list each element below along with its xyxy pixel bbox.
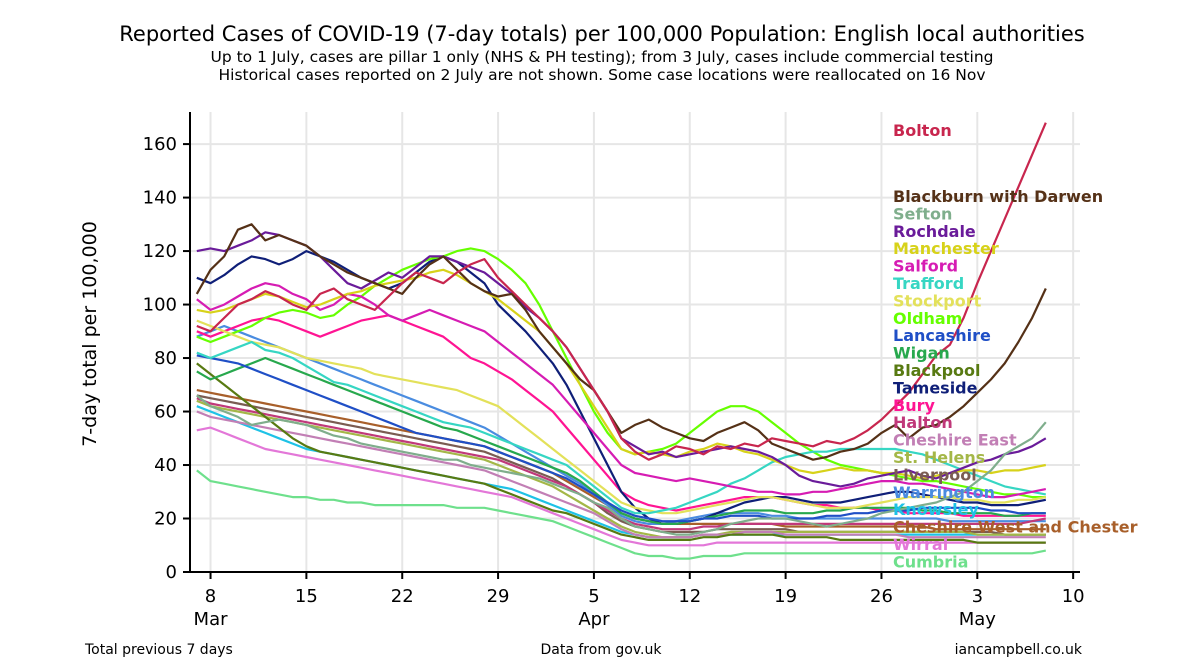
chart-subtitle-2: Historical cases reported on 2 July are … — [218, 66, 985, 84]
x-tick-label: 15 — [295, 586, 318, 607]
x-tick-label: 26 — [870, 586, 893, 607]
legend-entry-lancashire: Lancashire — [893, 326, 991, 345]
legend-entry-liverpool: Liverpool — [893, 465, 977, 484]
footer: Total previous 7 days Data from gov.uk i… — [84, 642, 1083, 658]
legend-entry-oldham: Oldham — [893, 309, 962, 328]
series-line-cheshire-east — [196, 410, 1046, 539]
series-line-trafford — [196, 340, 1047, 515]
series-line-wirral — [196, 426, 1046, 547]
legend-entry-blackpool: Blackpool — [893, 361, 981, 380]
y-ticks: 0 20 40 60 80 100 120 140 160 — [143, 134, 190, 583]
y-tick-label: 160 — [143, 134, 177, 155]
legend-entry-tameside: Tameside — [893, 378, 978, 397]
series-line-manchester — [196, 268, 1047, 480]
legend-entry-manchester: Manchester — [893, 239, 999, 258]
series-line-salford — [196, 282, 1047, 499]
y-tick-label: 140 — [143, 188, 177, 209]
y-axis-label: 7-day total per 100,000 — [79, 221, 101, 447]
series-line-bolton — [196, 122, 1047, 461]
y-tick-label: 60 — [154, 402, 177, 423]
chart-subtitle-1: Up to 1 July, cases are pillar 1 only (N… — [210, 48, 993, 66]
y-tick-label: 40 — [154, 455, 177, 476]
legend-entry-blackburn-with-darwen: Blackburn with Darwen — [893, 187, 1103, 206]
y-tick-label: 0 — [166, 562, 177, 583]
series-line-warrington — [196, 324, 1046, 526]
legend-entry-cumbria: Cumbria — [893, 552, 968, 571]
x-month-label: Apr — [578, 609, 610, 630]
legend-entry-wigan: Wigan — [893, 344, 950, 363]
x-month-label: Mar — [194, 609, 229, 630]
y-tick-label: 100 — [143, 295, 177, 316]
legend-entry-salford: Salford — [893, 257, 958, 276]
legend-entry-halton: Halton — [893, 413, 953, 432]
legend-entry-cheshire-west-and-chester: Cheshire West and Chester — [893, 518, 1138, 537]
legend-entry-warrington: Warrington — [893, 483, 995, 502]
series-line-blackburn-with-darwen — [195, 223, 1047, 461]
y-tick-label: 80 — [154, 348, 177, 369]
footer-center: Data from gov.uk — [541, 642, 663, 658]
x-tick-label: 19 — [774, 586, 797, 607]
legend: Bolton Blackburn with DarwenSeftonRochdal… — [893, 121, 1138, 571]
legend-entry-bury: Bury — [893, 396, 935, 415]
footer-left: Total previous 7 days — [84, 642, 233, 658]
footer-right: iancampbell.co.uk — [955, 642, 1083, 658]
x-tick-label: 3 — [972, 586, 983, 607]
x-tick-label: 5 — [588, 586, 599, 607]
legend-entry-rochdale: Rochdale — [893, 222, 976, 241]
chart-title: Reported Cases of COVID-19 (7-day totals… — [119, 22, 1085, 46]
x-tick-label: 10 — [1062, 586, 1085, 607]
series-line-sefton — [196, 394, 1047, 536]
x-tick-label: 29 — [487, 586, 510, 607]
series-line-stockport — [196, 319, 1047, 515]
legend-entry-bolton: Bolton — [893, 121, 952, 140]
legend-entry-wirral: Wirral — [893, 535, 948, 554]
axes — [189, 112, 1080, 573]
legend-entry-knowsley: Knowsley — [893, 500, 979, 519]
x-tick-label: 8 — [205, 586, 216, 607]
series-line-lancashire — [196, 354, 1046, 523]
y-tick-label: 120 — [143, 241, 177, 262]
series-line-blackpool — [196, 362, 1046, 544]
series-line-tameside — [196, 250, 1047, 526]
legend-entry-sefton: Sefton — [893, 204, 952, 223]
x-tick-label: 12 — [678, 586, 701, 607]
series-line-cumbria — [196, 469, 1047, 560]
legend-entry-stockport: Stockport — [893, 291, 982, 310]
legend-entry-cheshire-east: Cheshire East — [893, 431, 1017, 450]
series-line-st-helens — [196, 399, 1046, 539]
series-lines — [195, 122, 1047, 560]
x-month-label: May — [959, 609, 997, 630]
legend-entry-st-helens: St. Helens — [893, 448, 985, 467]
y-tick-label: 20 — [154, 509, 177, 530]
x-tick-label: 22 — [391, 586, 414, 607]
legend-entry-trafford: Trafford — [893, 274, 964, 293]
